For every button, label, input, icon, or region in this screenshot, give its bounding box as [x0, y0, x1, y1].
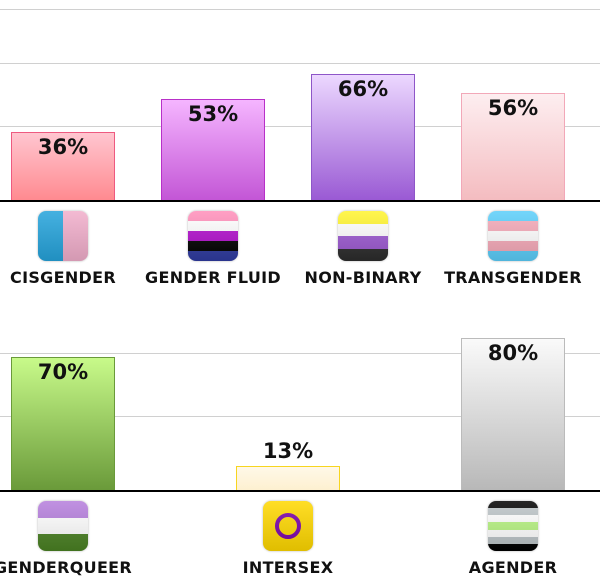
gender-fluid-flag-icon: [188, 211, 238, 261]
bar-genderqueer: [11, 357, 115, 491]
gridline: [0, 416, 600, 417]
gridline: [0, 63, 600, 64]
gridline: [0, 126, 600, 127]
category-label: AGENDER: [468, 558, 558, 577]
category-label: GENDER FLUID: [145, 268, 281, 287]
genderqueer-flag-icon: [38, 501, 88, 551]
bar-cisgender: [11, 132, 115, 201]
data-label: 66%: [337, 77, 389, 101]
data-label: 70%: [37, 360, 89, 384]
bar-transgender: [461, 93, 565, 201]
cisgender-flag-icon: [38, 211, 88, 261]
category-label: CISGENDER: [10, 268, 116, 287]
x-axis-baseline: [0, 490, 600, 492]
bar-intersex: [236, 466, 340, 491]
data-label: 13%: [262, 439, 314, 463]
category-label: NON-BINARY: [304, 268, 422, 287]
agender-flag-icon: [488, 501, 538, 551]
gridline: [0, 9, 600, 10]
category-label: INTERSEX: [242, 558, 334, 577]
gridline: [0, 353, 600, 354]
category-label: TRANSGENDER: [444, 268, 582, 287]
intersex-flag-icon: [263, 501, 313, 551]
data-label: 80%: [487, 341, 539, 365]
data-label: 56%: [487, 96, 539, 120]
non-binary-flag-icon: [338, 211, 388, 261]
data-label: 36%: [37, 135, 89, 159]
category-label: GENDERQUEER: [0, 558, 133, 577]
data-label: 53%: [187, 102, 239, 126]
transgender-flag-icon: [488, 211, 538, 261]
x-axis-baseline: [0, 200, 600, 202]
